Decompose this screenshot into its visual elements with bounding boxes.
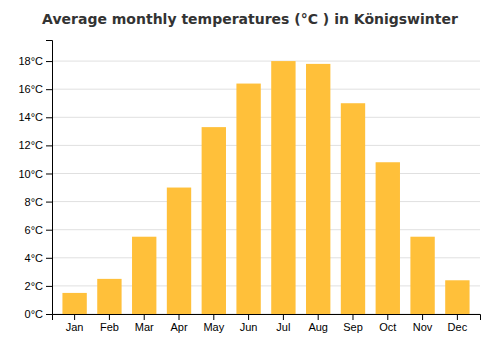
y-tick-label: 16°C xyxy=(18,83,43,95)
y-axis-line xyxy=(46,41,53,315)
x-tick-label: Aug xyxy=(308,321,328,333)
title: Average monthly temperatures (°C ) in Kö… xyxy=(42,11,458,27)
y-tick-mark xyxy=(46,258,52,259)
grid-line xyxy=(52,173,480,174)
bar xyxy=(271,61,295,314)
y-tick: 10°C xyxy=(18,168,52,180)
x-tick-mark xyxy=(283,314,284,320)
x-tick-mark xyxy=(457,314,458,320)
x-axis: Jan Feb Mar Apr May Jun Jul Aug Sep Oct Nov Dec xyxy=(53,314,481,333)
grid-line xyxy=(52,89,480,90)
y-tick-label: 12°C xyxy=(18,139,43,151)
bar xyxy=(132,237,156,314)
y-tick: 12°C xyxy=(18,139,52,151)
y-tick-label: 14°C xyxy=(18,111,43,123)
x-tick: Sep xyxy=(343,314,363,333)
x-tick-mark xyxy=(248,314,249,320)
bar xyxy=(167,188,191,314)
y-tick-label: 8°C xyxy=(25,196,44,208)
x-tick-mark xyxy=(213,314,214,320)
x-tick: Jan xyxy=(66,314,84,333)
x-tick: Jun xyxy=(240,314,258,333)
y-tick-label: 2°C xyxy=(25,280,44,292)
x-tick: Oct xyxy=(379,314,396,333)
x-axis-line xyxy=(53,315,481,321)
grid-line xyxy=(52,201,480,202)
x-tick-mark xyxy=(74,314,75,320)
bar xyxy=(236,84,260,314)
y-tick-label: 18°C xyxy=(18,55,43,67)
chart: Jan Feb Mar Apr May Jun Jul Aug Sep Oct Nov Dec 0°C 2… xyxy=(0,0,500,350)
bar xyxy=(410,237,434,314)
x-tick: Feb xyxy=(100,314,119,333)
y-tick-mark xyxy=(46,117,52,118)
y-tick: 18°C xyxy=(18,55,52,67)
bars xyxy=(62,61,469,314)
x-tick-label: Apr xyxy=(170,321,187,333)
bar xyxy=(97,279,121,314)
y-tick-mark xyxy=(46,173,52,174)
y-tick-label: 4°C xyxy=(25,252,44,264)
grid-line xyxy=(52,117,480,118)
x-tick-label: Mar xyxy=(135,321,154,333)
bar xyxy=(445,280,469,314)
y-tick: 4°C xyxy=(25,252,52,264)
x-tick: Dec xyxy=(448,314,468,333)
y-axis: 0°C 2°C 4°C 6°C 8°C 10°C 12°C 14°C 16°C 18°C xyxy=(18,41,52,321)
y-tick: 6°C xyxy=(25,224,52,236)
x-tick-label: Sep xyxy=(343,321,363,333)
grid-line xyxy=(52,61,480,62)
bar xyxy=(341,103,365,314)
y-tick: 16°C xyxy=(18,83,52,95)
y-tick: 14°C xyxy=(18,111,52,123)
y-tick-mark xyxy=(46,61,52,62)
x-tick-mark xyxy=(179,314,180,320)
y-tick-label: 0°C xyxy=(25,308,44,320)
x-tick: May xyxy=(203,314,224,333)
y-tick-mark xyxy=(46,202,52,203)
x-tick-label: Feb xyxy=(100,321,119,333)
x-tick-label: Dec xyxy=(448,321,468,333)
y-tick-label: 6°C xyxy=(25,224,44,236)
x-tick-mark xyxy=(352,314,353,320)
x-tick-mark xyxy=(422,314,423,320)
x-tick: Mar xyxy=(135,314,154,333)
x-tick-mark xyxy=(144,314,145,320)
bar xyxy=(202,127,226,314)
y-tick: 2°C xyxy=(25,280,52,292)
x-tick: Jul xyxy=(276,314,290,333)
plot: Jan Feb Mar Apr May Jun Jul Aug Sep Oct Nov Dec 0°C 2… xyxy=(18,41,480,333)
grid-line xyxy=(52,145,480,146)
x-tick: Aug xyxy=(308,314,328,333)
x-tick-mark xyxy=(387,314,388,320)
x-tick-mark xyxy=(109,314,110,320)
y-tick-mark xyxy=(46,286,52,287)
x-tick-label: Nov xyxy=(413,321,433,333)
y-tick: 0°C xyxy=(25,308,52,320)
y-tick: 8°C xyxy=(25,196,52,208)
grid-line xyxy=(52,229,480,230)
x-tick-label: Jul xyxy=(276,321,290,333)
x-tick: Nov xyxy=(413,314,433,333)
bar xyxy=(306,64,330,314)
grid xyxy=(52,61,480,314)
y-tick-mark xyxy=(46,89,52,90)
y-tick-label: 10°C xyxy=(18,168,43,180)
x-tick-label: Jan xyxy=(66,321,84,333)
y-tick-mark xyxy=(46,230,52,231)
x-tick: Apr xyxy=(170,314,187,333)
x-tick-label: May xyxy=(203,321,224,333)
x-tick-label: Jun xyxy=(240,321,258,333)
bar xyxy=(376,162,400,314)
x-tick-mark xyxy=(318,314,319,320)
bar xyxy=(62,293,86,314)
y-tick-mark xyxy=(46,145,52,146)
x-tick-label: Oct xyxy=(379,321,396,333)
y-tick-mark xyxy=(46,314,52,315)
